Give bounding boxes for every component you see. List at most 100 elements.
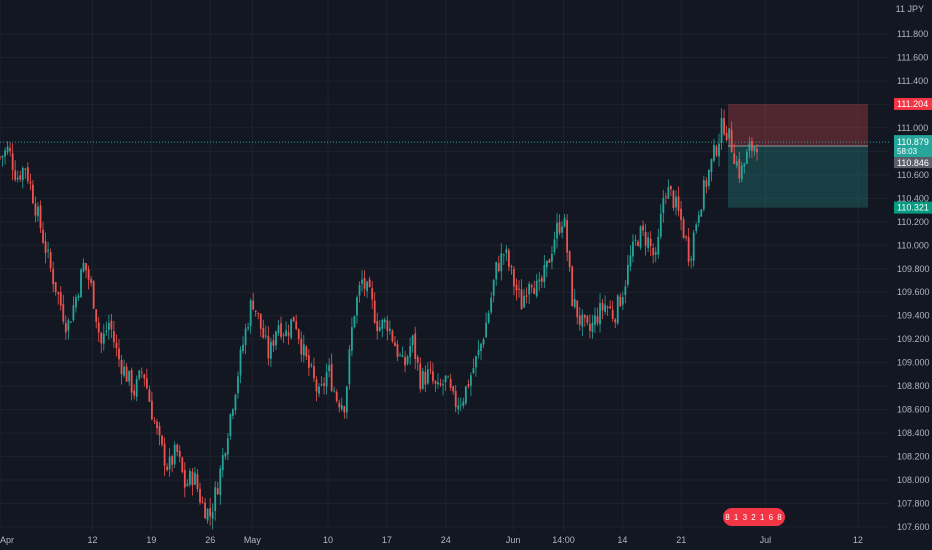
candle-body <box>6 146 9 153</box>
candle-body <box>47 249 50 252</box>
candle-body <box>639 226 642 248</box>
candle-body <box>634 239 637 241</box>
candle-body <box>125 366 128 382</box>
candle-body <box>237 376 239 394</box>
candle-body <box>285 330 287 336</box>
time-tick-label: 21 <box>676 535 686 545</box>
candle-body <box>226 438 229 455</box>
candle-body <box>4 150 6 157</box>
candle-body <box>328 365 331 372</box>
candle-body <box>596 316 599 323</box>
candle-body <box>740 165 743 180</box>
candle-body <box>34 203 37 216</box>
session-badge: 8 1 3 2 1 6 8 <box>723 508 785 526</box>
candle-body <box>518 288 520 290</box>
candle-body <box>368 279 371 288</box>
candle-body <box>166 466 168 470</box>
candle-body <box>434 381 437 384</box>
candle-body <box>583 314 586 318</box>
candle-body <box>361 279 363 284</box>
candle-body <box>315 379 318 392</box>
candle-body <box>426 369 429 384</box>
time-axis[interactable]: Apr 12 19 26 May 10 17 24 Jun 14:00 14 21 Jul 12 <box>0 535 863 545</box>
candle-body <box>356 297 358 316</box>
candle-body <box>477 349 480 356</box>
candle-body <box>77 295 80 298</box>
candle-body <box>234 394 237 411</box>
candle-body <box>745 151 748 164</box>
candle-body <box>525 295 528 297</box>
candle-body <box>599 303 601 325</box>
candle-body <box>199 488 201 503</box>
candle-body <box>644 232 647 246</box>
candle-body <box>140 371 143 373</box>
candle-body <box>295 321 298 330</box>
candle-body <box>378 327 381 331</box>
entry-tag <box>894 157 932 169</box>
time-tick-label: 26 <box>205 535 215 545</box>
candle-body <box>581 314 584 327</box>
candle-body <box>545 260 548 268</box>
candle-body <box>310 365 313 367</box>
candle-body <box>353 316 356 328</box>
candle-body <box>573 299 576 308</box>
candle-body <box>614 319 617 323</box>
candle-body <box>386 320 389 331</box>
candle-body <box>87 269 90 280</box>
candle-body <box>424 372 427 385</box>
candle-body <box>305 346 308 357</box>
price-tick-label: 110.400 <box>897 193 929 203</box>
candle-body <box>394 342 396 347</box>
candle-body <box>462 401 465 406</box>
price-tick-label: 111.000 <box>897 123 928 133</box>
candle-body <box>419 363 422 389</box>
candle-body <box>667 186 670 199</box>
candle-body <box>345 386 348 413</box>
candle-body <box>533 288 536 294</box>
candle-body <box>247 327 250 329</box>
candle-body <box>130 370 133 393</box>
candle-body <box>373 300 376 323</box>
position-tool[interactable] <box>728 103 868 208</box>
candle-body <box>591 322 594 332</box>
candle-body <box>153 420 156 422</box>
candle-body <box>209 508 212 517</box>
candle-body <box>528 283 531 295</box>
stop-tag-text: 110.321 <box>897 203 929 213</box>
candle-body <box>340 404 343 410</box>
candle-body <box>191 471 194 486</box>
candle-body <box>523 295 525 308</box>
candle-body <box>391 330 394 342</box>
candles <box>0 108 758 530</box>
candle-body <box>632 241 634 257</box>
price-tick-label: 109.200 <box>897 334 930 344</box>
candle-body <box>707 170 710 186</box>
candle-body <box>97 322 100 333</box>
candle-body <box>470 375 472 386</box>
price-tick-label: 109.600 <box>897 287 930 297</box>
candle-body <box>629 255 632 267</box>
candle-body <box>685 236 688 238</box>
candle-body <box>188 470 191 485</box>
candle-body <box>654 252 657 255</box>
candle-body <box>556 223 558 239</box>
candle-body <box>37 206 39 217</box>
candle-body <box>563 217 566 227</box>
candle-body <box>42 229 44 243</box>
entry-tag-text: 110.846 <box>897 158 929 168</box>
time-tick-label: 17 <box>382 535 392 545</box>
candle-body <box>211 512 214 519</box>
candle-body <box>677 196 680 211</box>
candle-body <box>490 297 493 313</box>
candle-body <box>421 371 424 389</box>
candle-body <box>9 148 12 152</box>
candle-body <box>302 344 305 356</box>
candle-body <box>482 339 485 345</box>
candle-body <box>105 330 108 332</box>
candle-body <box>553 239 556 253</box>
candle-body <box>232 409 234 416</box>
candle-body <box>578 315 581 325</box>
price-tick-label: 108.400 <box>897 428 930 438</box>
time-tick-label: 24 <box>441 535 451 545</box>
